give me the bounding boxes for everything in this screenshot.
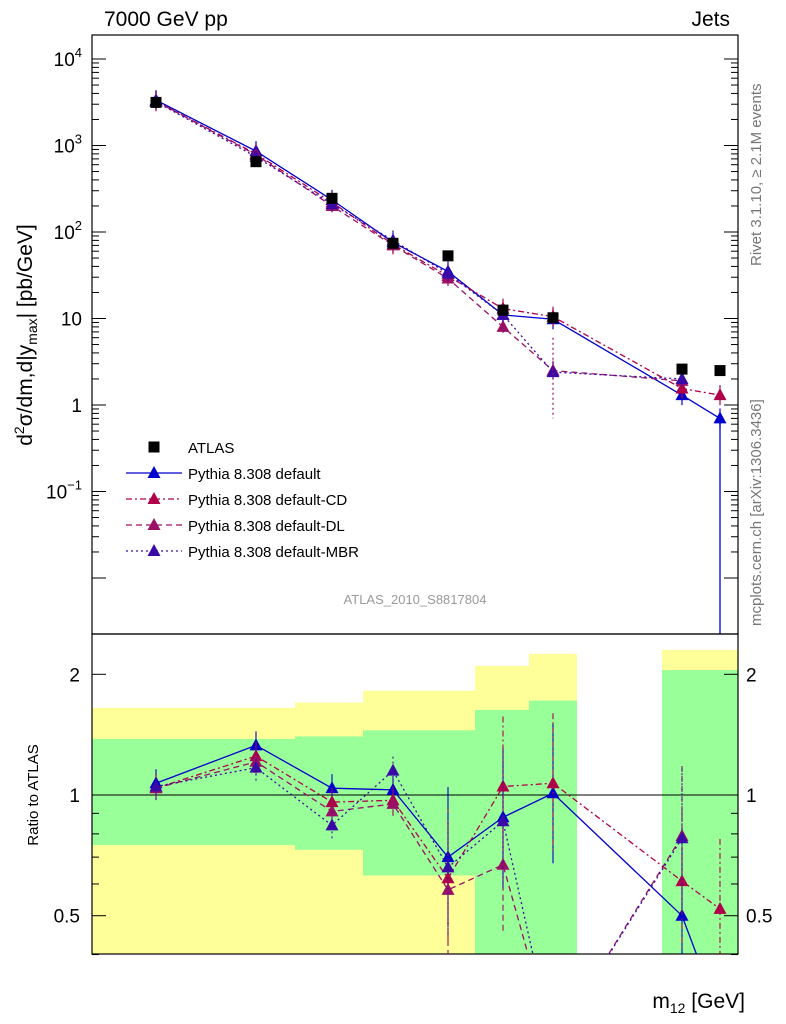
ratio-marker (546, 776, 560, 789)
series-marker (496, 319, 510, 332)
legend-marker (147, 466, 161, 478)
ratio-marker (325, 804, 339, 817)
series-line (155, 100, 721, 396)
band-green-5 (475, 709, 529, 954)
data-marker (326, 192, 338, 204)
ratio-marker (496, 857, 510, 870)
legend: ATLAS Pythia 8.308 default Pythia 8.308 de… (126, 440, 359, 561)
ratio-marker (325, 818, 339, 831)
legend-label: Pythia 8.308 default-CD (188, 492, 347, 509)
data-marker (442, 250, 454, 262)
ratio-ytick-label: 2 (69, 665, 80, 686)
uncertainty-bands (92, 649, 738, 954)
data-marker (250, 156, 262, 168)
main-ytick-label: 1 (71, 396, 82, 417)
series-marker (441, 266, 455, 279)
ratio-ytick-label: 0.5 (54, 907, 80, 928)
main-series (149, 90, 727, 634)
data-marker (387, 237, 399, 249)
series-line (155, 101, 683, 380)
legend-marker (147, 518, 161, 530)
x-axis-label: m12 [GeV] (652, 990, 745, 1016)
ratio-series (149, 713, 727, 954)
main-y-axis-label: d2σ/dm,d|ymax| [pb/GeV] (11, 224, 40, 446)
series-marker (675, 381, 689, 394)
ratio-marker (441, 860, 455, 873)
ratio-marker (441, 871, 455, 884)
data-marker (676, 363, 688, 375)
series-marker (546, 365, 560, 378)
main-ytick-label: 103 (54, 132, 82, 158)
legend-marker (147, 544, 161, 556)
data-marker (547, 312, 559, 324)
header-energy: 7000 GeV pp (104, 8, 228, 31)
ratio-marker (496, 814, 510, 827)
main-ytick-label: 10−1 (46, 478, 82, 504)
ratio-marker (149, 779, 163, 792)
watermark: ATLAS_2010_S8817804 (344, 592, 487, 607)
band-green-1 (210, 738, 295, 846)
ratio-marker (325, 781, 339, 794)
main-ytick-label: 102 (54, 218, 82, 244)
ratio-marker (386, 796, 400, 809)
legend-label: Pythia 8.308 default (188, 466, 321, 483)
legend-marker (147, 492, 161, 504)
ratio-ytick-label-right: 1 (746, 786, 757, 807)
ratio-marker (496, 779, 510, 792)
ratio-y-axis-label: Ratio to ATLAS (25, 744, 42, 845)
legend-marker (148, 441, 160, 453)
header-process: Jets (691, 8, 730, 31)
ratio-marker (675, 831, 689, 844)
series-marker (675, 371, 689, 384)
series-marker (713, 388, 727, 401)
legend-label: Pythia 8.308 default-MBR (188, 544, 359, 561)
main-ytick-label: 10 (61, 310, 82, 331)
ratio-ytick-label-right: 2 (746, 665, 757, 686)
ratio-frame (91, 633, 739, 955)
ratio-ytick-label: 1 (69, 786, 80, 807)
ratio-marker (713, 901, 727, 914)
main-ytick-label: 104 (54, 45, 82, 71)
data-marker (714, 365, 726, 377)
ratio-ytick-label-right: 0.5 (746, 907, 772, 928)
ratio-marker (249, 760, 263, 773)
data-marker (497, 304, 509, 316)
legend-label: ATLAS (188, 440, 234, 457)
ratio-plot: 0.5 0.5 1 1 2 2 m12 [GeV] (54, 633, 772, 1016)
series-marker (713, 411, 727, 424)
legend-label: Pythia 8.308 default-DL (188, 518, 345, 535)
ratio-marker (386, 763, 400, 776)
data-marker (150, 96, 162, 108)
